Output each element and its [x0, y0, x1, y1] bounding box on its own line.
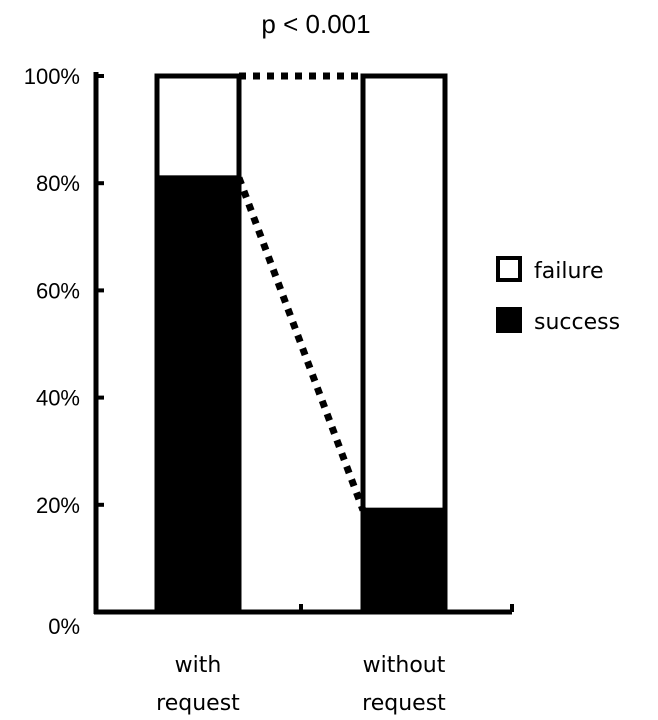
legend-swatch-failure: [496, 256, 522, 282]
bar-success: [360, 507, 448, 615]
y-axis: 0% 20% 40% 60% 80% 100%: [24, 64, 104, 639]
bar-success: [154, 175, 242, 615]
bars-group: [154, 73, 448, 615]
y-tick-label: 60%: [36, 278, 80, 303]
x-category-label: with: [175, 653, 222, 678]
y-tick-label: 40%: [36, 386, 80, 411]
y-tick-label: 0%: [48, 614, 80, 639]
x-category-label: without: [363, 653, 446, 678]
chart-title: p < 0.001: [261, 9, 370, 39]
y-tick-label: 100%: [24, 64, 80, 89]
legend-label-failure: failure: [534, 259, 604, 284]
legend: failure success: [496, 256, 620, 335]
bar-failure: [360, 73, 448, 513]
connector-lines: [235, 72, 367, 512]
y-tick-label: 20%: [36, 493, 80, 518]
x-category-label: request: [156, 691, 240, 716]
legend-label-success: success: [534, 310, 620, 335]
bar-failure: [154, 73, 242, 181]
x-axis: with request without request: [94, 604, 514, 716]
legend-swatch-success: [496, 307, 522, 333]
x-category-label: request: [362, 691, 446, 716]
connector-success: [235, 176, 367, 512]
y-tick-label: 80%: [36, 171, 80, 196]
